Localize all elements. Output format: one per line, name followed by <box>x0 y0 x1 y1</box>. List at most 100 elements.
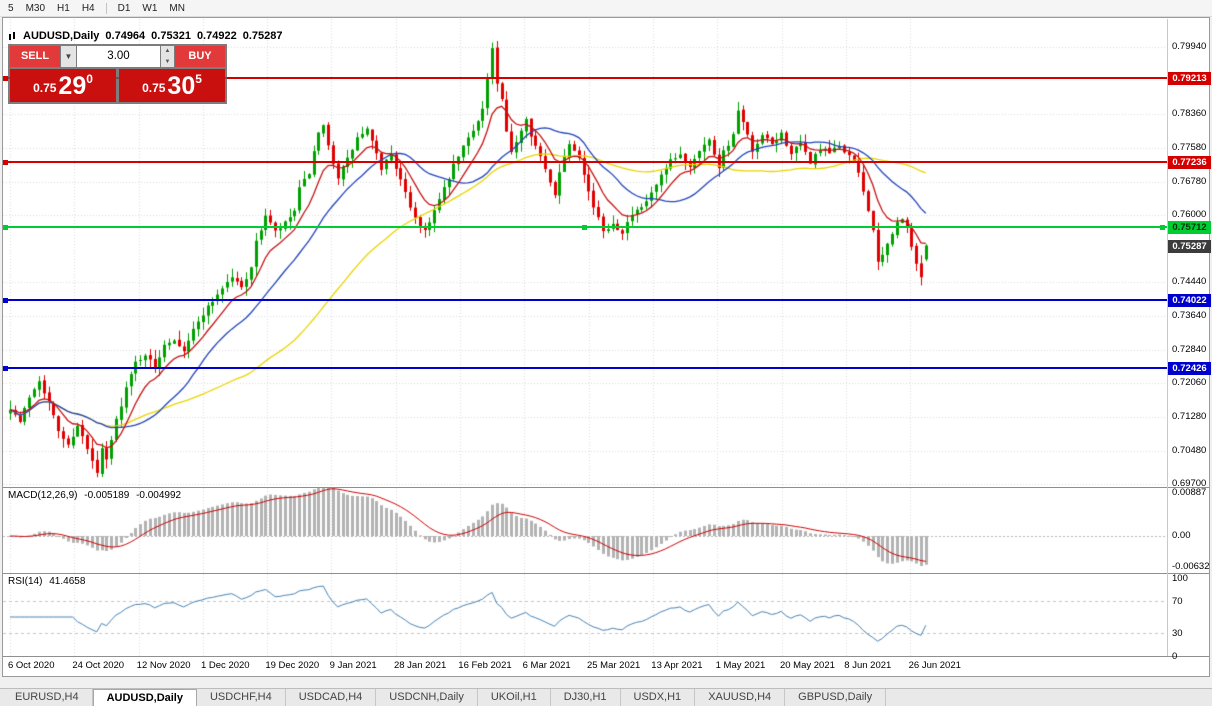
rsi-tick-label: 0 <box>1172 651 1178 662</box>
rsi-value: 41.4658 <box>49 576 86 587</box>
timeframe-button-d1[interactable]: D1 <box>117 2 131 14</box>
price-tick-label: 0.71280 <box>1172 410 1207 422</box>
date-label: 16 Feb 2021 <box>458 660 512 671</box>
tab-ukoil-h1[interactable]: UKOil,H1 <box>477 689 551 706</box>
horizontal-line-0.77236[interactable] <box>3 161 1167 164</box>
chevron-down-icon: ▼ <box>64 52 73 61</box>
price-axis[interactable]: 0.79940 0.78360 0.77580 0.76780 0.76000 0.744… <box>1167 0 1212 706</box>
tab-usdx-h1[interactable]: USDX,H1 <box>620 689 696 706</box>
rsi-tick-label: 30 <box>1172 627 1183 639</box>
pane-separator-rsi[interactable] <box>3 573 1209 574</box>
ohlc-low: 0.74922 <box>196 30 237 42</box>
macd-tick-label: 0.00 <box>1172 529 1191 541</box>
price-tick-label: 0.76000 <box>1172 209 1207 221</box>
price-tick-label: 0.74440 <box>1172 275 1207 287</box>
toolbar-separator <box>105 2 107 14</box>
line-handle[interactable] <box>3 225 8 231</box>
tab-usdcad-h4[interactable]: USDCAD,H4 <box>285 689 377 706</box>
macd-label: MACD(12,26,9) -0.005189 -0.004992 <box>8 490 185 501</box>
date-label: 26 Jun 2021 <box>908 660 961 671</box>
line-handle[interactable] <box>3 297 8 303</box>
macd-title: MACD(12,26,9) <box>8 490 78 501</box>
price-level-tag: 0.75712 <box>1168 221 1211 235</box>
tab-dj30-h1[interactable]: DJ30,H1 <box>550 689 621 706</box>
pane-separator-dates <box>3 656 1209 657</box>
price-level-tag: 0.72426 <box>1168 361 1211 375</box>
tab-audusd-daily[interactable]: AUDUSD,Daily <box>92 689 197 706</box>
tab-usdcnh-daily[interactable]: USDCNH,Daily <box>376 689 478 706</box>
ohlc-open: 0.74964 <box>105 30 146 42</box>
tab-xauusd-h4[interactable]: XAUUSD,H4 <box>695 689 786 706</box>
date-label: 13 Apr 2021 <box>651 660 703 671</box>
date-label: 6 Mar 2021 <box>522 660 571 671</box>
date-label: 19 Dec 2020 <box>265 660 320 671</box>
timeframe-button-m30[interactable]: M30 <box>25 2 46 14</box>
buy-price-big: 30 <box>167 72 196 100</box>
chart-symbol-period: AUDUSD,Daily <box>23 30 100 42</box>
timeframe-toolbar: 5 M30 H1 H4 D1 W1 MN <box>0 0 1212 17</box>
date-label: 12 Nov 2020 <box>136 660 191 671</box>
horizontal-line-0.74022[interactable] <box>3 298 1167 301</box>
date-label: 24 Oct 2020 <box>72 660 125 671</box>
pane-separator-macd[interactable] <box>3 487 1209 488</box>
line-handle[interactable] <box>3 76 8 82</box>
ohlc-close: 0.75287 <box>242 30 283 42</box>
rsi-tick-label: 100 <box>1172 573 1188 584</box>
spin-down-icon[interactable]: ▼ <box>164 58 171 65</box>
date-label: 1 Dec 2020 <box>200 660 250 671</box>
tab-eurusd-h4[interactable]: EURUSD,H4 <box>2 689 93 706</box>
buy-price-sup: 5 <box>195 72 202 86</box>
line-handle[interactable] <box>1160 225 1165 231</box>
volume-dropdown-button[interactable]: ▼ <box>61 46 76 67</box>
price-level-tag: 0.74022 <box>1168 293 1211 307</box>
line-handle[interactable] <box>3 160 8 166</box>
sell-button[interactable]: SELL <box>10 46 60 67</box>
timeframe-button-h1[interactable]: H1 <box>57 2 70 14</box>
buy-button[interactable]: BUY <box>175 46 225 67</box>
macd-tick-label: -0.00632 <box>1172 560 1210 572</box>
date-label: 9 Jan 2021 <box>329 660 377 671</box>
timeframe-button-mn[interactable]: MN <box>169 2 185 14</box>
buy-price-prefix: 0.75 <box>142 81 166 95</box>
line-handle[interactable] <box>3 365 8 371</box>
horizontal-line-0.79213[interactable] <box>3 77 1167 80</box>
rsi-canvas[interactable] <box>3 574 1167 656</box>
date-label: 6 Oct 2020 <box>8 660 55 671</box>
sell-price-big: 29 <box>58 72 87 100</box>
volume-spinner: ▲ ▼ <box>161 46 174 67</box>
price-tick-label: 0.77580 <box>1172 141 1207 153</box>
date-label: 20 May 2021 <box>779 660 835 671</box>
current-price-tag: 0.75287 <box>1168 239 1211 253</box>
buy-price-display[interactable]: 0.75 30 5 <box>119 69 225 102</box>
rsi-title: RSI(14) <box>8 576 43 587</box>
tab-gbpusd-daily[interactable]: GBPUSD,Daily <box>785 689 887 706</box>
axis-separator <box>1167 19 1168 656</box>
trade-prices-row: 0.75 29 0 0.75 30 5 <box>10 69 225 102</box>
price-level-tag: 0.77236 <box>1168 156 1211 170</box>
tab-usdchf-h4[interactable]: USDCHF,H4 <box>196 689 286 706</box>
horizontal-line-0.72426[interactable] <box>3 366 1167 369</box>
macd-tick-label: 0.00887 <box>1172 486 1207 498</box>
trade-controls-row: SELL ▼ 3.00 ▲ ▼ BUY <box>10 46 225 67</box>
timeframe-button-5[interactable]: 5 <box>8 2 14 14</box>
timeframe-button-w1[interactable]: W1 <box>142 2 158 14</box>
chart-header: AUDUSD,Daily 0.74964 0.75321 0.74922 0.7… <box>8 30 282 42</box>
price-tick-label: 0.70480 <box>1172 444 1207 456</box>
price-tick-label: 0.69700 <box>1172 478 1207 490</box>
macd-canvas[interactable] <box>3 488 1167 573</box>
date-label: 8 Jun 2021 <box>844 660 892 671</box>
symbol-tabs: EURUSD,H4 AUDUSD,Daily USDCHF,H4 USDCAD,H4 U… <box>0 688 1212 706</box>
rsi-label: RSI(14) 41.4658 <box>8 576 89 587</box>
price-tick-label: 0.79940 <box>1172 40 1207 52</box>
price-level-tag: 0.79213 <box>1168 72 1211 86</box>
rsi-tick-label: 70 <box>1172 596 1183 608</box>
sell-price-sup: 0 <box>86 72 93 86</box>
volume-input[interactable]: 3.00 <box>77 46 160 67</box>
spin-up-icon[interactable]: ▲ <box>164 48 171 54</box>
date-label: 28 Jan 2021 <box>393 660 447 671</box>
line-handle[interactable] <box>582 225 587 231</box>
sell-price-display[interactable]: 0.75 29 0 <box>10 69 116 102</box>
timeframe-button-h4[interactable]: H4 <box>81 2 95 14</box>
date-label: 25 Mar 2021 <box>586 660 641 671</box>
